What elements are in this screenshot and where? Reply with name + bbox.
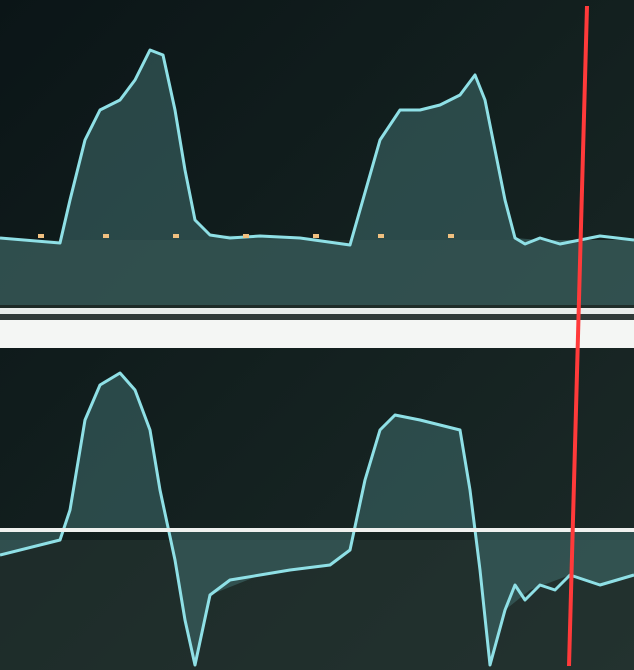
marker-dot — [103, 234, 109, 238]
monitor-photo — [0, 0, 634, 670]
marker-dot — [448, 234, 454, 238]
page — [0, 0, 634, 670]
zero-line — [0, 528, 634, 532]
marker-dot — [243, 234, 249, 238]
marker-dot — [38, 234, 44, 238]
separator-line — [0, 308, 634, 314]
marker-dot — [378, 234, 384, 238]
marker-dot — [173, 234, 179, 238]
separator-band — [0, 320, 634, 348]
separator-line — [0, 314, 634, 320]
marker-dot — [313, 234, 319, 238]
